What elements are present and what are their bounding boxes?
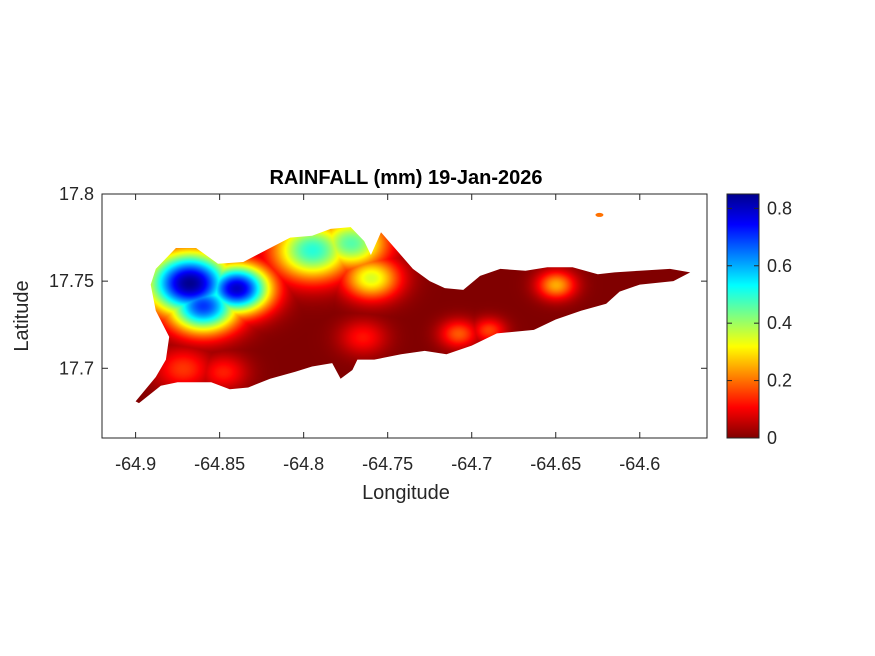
colorbar-tick-label: 0.2 bbox=[767, 371, 792, 391]
x-tick-label: -64.7 bbox=[451, 454, 492, 474]
x-axis-ticks: -64.9 -64.85 -64.8 -64.75 -64.7 -64.65 -64.6 bbox=[115, 194, 660, 474]
x-tick-label: -64.85 bbox=[194, 454, 245, 474]
colorbar-tick-label: 0 bbox=[767, 428, 777, 448]
y-axis-label: Latitude bbox=[11, 280, 33, 351]
x-tick-label: -64.75 bbox=[362, 454, 413, 474]
y-axis-ticks: 17.7 17.75 17.8 bbox=[49, 184, 707, 378]
colorbar-tick-label: 0.6 bbox=[767, 256, 792, 276]
colorbar-tick-label: 0.8 bbox=[767, 198, 792, 218]
x-tick-label: -64.6 bbox=[619, 454, 660, 474]
x-tick-label: -64.8 bbox=[283, 454, 324, 474]
x-axis-label: Longitude bbox=[362, 482, 450, 504]
islet bbox=[595, 212, 604, 217]
y-tick-label: 17.7 bbox=[59, 358, 94, 378]
x-tick-label: -64.65 bbox=[530, 454, 581, 474]
plot-title: RAINFALL (mm) 19-Jan-2026 bbox=[269, 167, 542, 189]
y-tick-label: 17.75 bbox=[49, 271, 94, 291]
x-tick-label: -64.9 bbox=[115, 454, 156, 474]
y-tick-label: 17.8 bbox=[59, 184, 94, 204]
colorbar bbox=[726, 193, 760, 439]
colorbar-ticks: 0 0.2 0.4 0.6 0.8 bbox=[727, 198, 792, 448]
colorbar-tick-label: 0.4 bbox=[767, 313, 792, 333]
